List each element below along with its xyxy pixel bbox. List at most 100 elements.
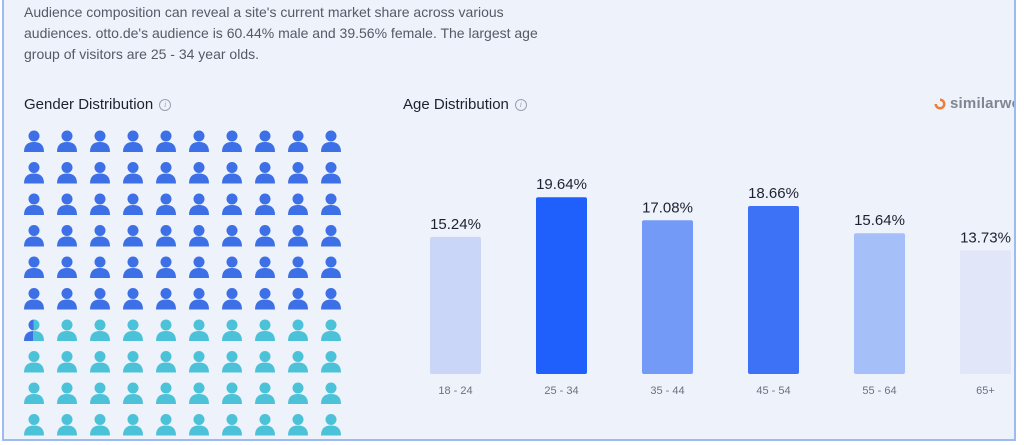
male-person-icon (156, 162, 176, 184)
male-person-icon (156, 288, 176, 310)
male-person-icon (288, 288, 308, 310)
male-person-icon (24, 162, 44, 184)
female-person-icon (321, 351, 341, 373)
female-person-icon (156, 351, 176, 373)
gender-distribution-heading: Gender Distribution i (24, 96, 172, 113)
male-person-icon (57, 130, 77, 152)
male-person-icon (189, 162, 209, 184)
male-person-icon (321, 130, 341, 152)
mixed-person-icon (24, 319, 44, 341)
female-person-icon (222, 319, 242, 341)
female-person-icon (24, 414, 44, 436)
age-category-label: 45 - 54 (756, 385, 790, 397)
female-person-icon (57, 351, 77, 373)
male-person-icon (156, 256, 176, 278)
age-bar[interactable] (430, 236, 481, 374)
age-category-label: 25 - 34 (544, 385, 578, 397)
male-person-icon (189, 130, 209, 152)
female-person-icon (255, 351, 275, 373)
female-person-icon (255, 414, 275, 436)
info-icon[interactable]: i (514, 98, 527, 111)
female-person-icon (189, 319, 209, 341)
similarweb-logo: similarweb (934, 95, 1014, 112)
male-person-icon (156, 130, 176, 152)
female-person-icon (189, 382, 209, 404)
age-bar-value-label: 15.64% (854, 212, 905, 229)
female-person-icon (288, 351, 308, 373)
male-person-icon (90, 193, 110, 215)
female-person-icon (321, 414, 341, 436)
age-category-label: 18 - 24 (438, 385, 472, 397)
female-person-icon (24, 382, 44, 404)
male-person-icon (255, 193, 275, 215)
male-person-icon (57, 162, 77, 184)
age-distribution-title: Age Distribution (403, 96, 509, 113)
gender-pictogram (24, 130, 341, 436)
male-person-icon (24, 193, 44, 215)
age-bar-value-label: 15.24% (430, 216, 481, 233)
age-bar-value-label: 13.73% (960, 229, 1011, 246)
male-person-icon (156, 193, 176, 215)
male-person-icon (288, 130, 308, 152)
male-person-icon (57, 288, 77, 310)
female-person-icon (189, 414, 209, 436)
age-bar[interactable] (960, 250, 1011, 374)
male-person-icon (321, 225, 341, 247)
male-person-icon (222, 130, 242, 152)
male-person-icon (57, 193, 77, 215)
male-person-icon (255, 162, 275, 184)
male-person-icon (57, 225, 77, 247)
female-person-icon (57, 414, 77, 436)
audience-description: Audience composition can reveal a site's… (24, 4, 538, 62)
male-person-icon (90, 225, 110, 247)
male-person-icon (90, 130, 110, 152)
male-person-icon (123, 256, 143, 278)
age-bar-value-label: 18.66% (748, 185, 799, 202)
male-person-icon (321, 256, 341, 278)
male-person-icon (288, 193, 308, 215)
male-person-icon (189, 193, 209, 215)
female-person-icon (189, 351, 209, 373)
info-icon[interactable]: i (159, 98, 172, 111)
male-person-icon (288, 225, 308, 247)
male-person-icon (255, 288, 275, 310)
male-person-icon (222, 162, 242, 184)
age-category-label: 35 - 44 (650, 385, 684, 397)
female-person-icon (288, 414, 308, 436)
female-person-icon (288, 382, 308, 404)
age-bar-value-label: 17.08% (642, 199, 693, 216)
similarweb-mark-icon (934, 98, 946, 109)
male-person-icon (222, 193, 242, 215)
male-person-icon (123, 288, 143, 310)
age-bar[interactable] (854, 233, 905, 374)
age-bar[interactable] (536, 197, 587, 374)
age-bar[interactable] (642, 220, 693, 374)
male-person-icon (189, 225, 209, 247)
female-person-icon (156, 319, 176, 341)
male-person-icon (123, 193, 143, 215)
female-person-icon (57, 319, 77, 341)
female-person-icon (90, 382, 110, 404)
male-person-icon (24, 130, 44, 152)
female-person-icon (24, 351, 44, 373)
male-person-icon (321, 288, 341, 310)
male-person-icon (24, 225, 44, 247)
age-distribution-heading: Age Distribution i (403, 96, 527, 113)
age-distribution-chart: 15.24% 18 - 24 19.64% 25 - 34 17.08% 35 - 44 1… (430, 176, 1011, 397)
male-person-icon (57, 256, 77, 278)
female-person-icon (90, 319, 110, 341)
male-person-icon (321, 193, 341, 215)
female-person-icon (321, 382, 341, 404)
female-person-icon (222, 351, 242, 373)
female-person-icon (123, 319, 143, 341)
female-person-icon (255, 319, 275, 341)
male-person-icon (90, 162, 110, 184)
male-person-icon (189, 288, 209, 310)
male-person-icon (123, 130, 143, 152)
male-person-icon (189, 256, 209, 278)
age-bar[interactable] (748, 206, 799, 374)
male-person-icon (156, 225, 176, 247)
male-person-icon (255, 256, 275, 278)
female-person-icon (90, 414, 110, 436)
